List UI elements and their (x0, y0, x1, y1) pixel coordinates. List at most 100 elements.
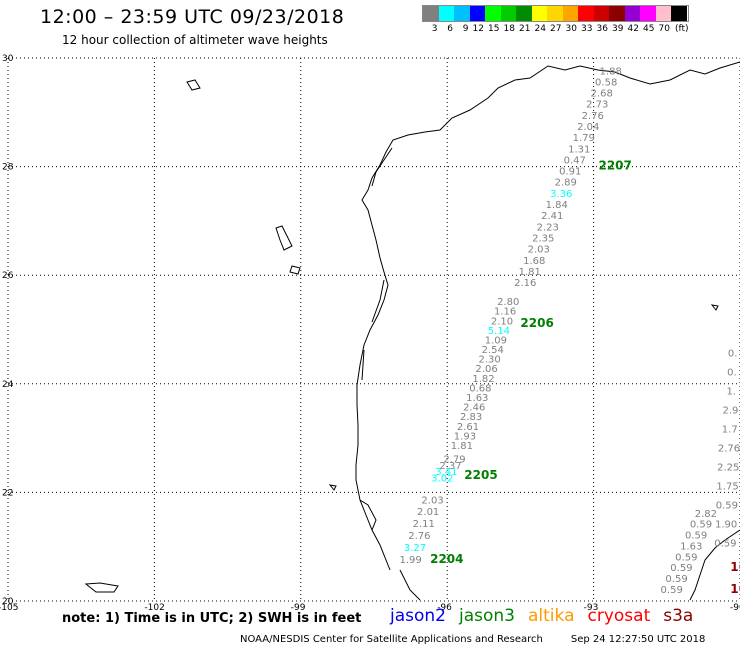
swh-value: 1.68 (523, 256, 545, 267)
scale-swatch (485, 6, 501, 21)
scale-label: 39 (612, 24, 624, 34)
scale-label: 70 (658, 24, 670, 34)
swh-value: 2.25 (717, 463, 739, 474)
lake-1 (186, 79, 201, 91)
swh-value: 0.59 (675, 552, 697, 563)
lon-label: -96 (437, 603, 452, 613)
scale-swatch (578, 6, 594, 21)
satellite-legend: jason2 jason3 altika cryosat s3a (390, 606, 693, 626)
swh-value: 3.36 (550, 189, 572, 200)
swh-value: 2.06 (475, 364, 497, 375)
swh-value: 2.37 (439, 461, 461, 472)
swh-value: 2.80 (497, 297, 519, 308)
swh-value: 2.41 (541, 211, 563, 222)
swh-value: 1.79 (573, 133, 595, 144)
lake-5 (710, 304, 719, 311)
lat-label: 28 (2, 163, 14, 173)
swh-value: 2.73 (586, 100, 608, 111)
satellite-jason2: jason2 (390, 606, 446, 626)
scale-swatch (531, 6, 547, 21)
swh-value: 1.63 (680, 541, 702, 552)
swh-value: 2.46 (463, 403, 485, 414)
swh-value: 2.61 (457, 422, 479, 433)
scale-swatch (655, 6, 671, 21)
scale-label: 15 (488, 24, 500, 34)
scale-label: 30 (565, 24, 577, 34)
pass-label: 2204 (430, 552, 463, 566)
swh-value: 2.23 (537, 222, 559, 233)
swh-value: 2.01 (417, 507, 439, 518)
swh-value: 0. (728, 349, 738, 360)
swh-value: 1.82 (472, 374, 494, 385)
swh-value: 2.68 (591, 89, 613, 100)
note-text: note: 1) Time is in UTC; 2) SWH is in fe… (62, 611, 362, 626)
scale-label: 36 (596, 24, 608, 34)
scale-label: 45 (643, 24, 655, 34)
timestamp: Sep 24 12:27:50 UTC 2018 (570, 634, 706, 645)
axis-labels: 30 28 26 24 22 20-105 -102 -99 -96 -93 -90 (0, 54, 740, 613)
texas-louisiana-coast (355, 61, 740, 571)
swh-value: 3.02 (431, 474, 453, 485)
swh-value: 2.30 (479, 355, 501, 366)
scale-unit: (ft) (674, 24, 689, 34)
lake-2 (275, 225, 293, 251)
scale-swatch (500, 6, 516, 21)
swh-value: 0.91 (559, 167, 581, 178)
lat-label: 22 (2, 488, 13, 498)
laguna-madre-coast (359, 499, 421, 601)
swh-value: 2.79 (443, 455, 465, 466)
swh-value: 0.59 (670, 563, 692, 574)
swh-value: 2.03 (528, 245, 550, 256)
scale-label: 18 (503, 24, 515, 34)
lat-label: 20 (2, 597, 14, 607)
pass-label: 16 (730, 582, 740, 596)
swh-value: 0.59 (714, 539, 736, 550)
swh-value: 3.41 (435, 467, 457, 478)
scale-swatch (624, 6, 640, 21)
swh-value: 2.83 (460, 412, 482, 423)
lon-label: -93 (584, 603, 599, 613)
swh-value: 2.04 (577, 122, 599, 133)
swh-value: 2.11 (413, 519, 435, 530)
scale-swatch (438, 6, 454, 21)
swh-value: 0.59 (716, 501, 738, 512)
satellite-s3a: s3a (663, 606, 694, 626)
swh-value: 2.76 (408, 531, 430, 542)
swh-value: 1.09 (485, 335, 507, 346)
scale-label: 21 (519, 24, 531, 34)
wave-height-scale: 3 6 9 12 15 18 21 24 27 30 33 36 39 42 45 70 (ft) (422, 5, 689, 34)
swh-value: 2.35 (532, 233, 554, 244)
swh-value: 2.9 (723, 406, 739, 417)
swh-value: 0.47 (564, 155, 586, 166)
swh-value: 2.82 (695, 509, 717, 520)
satellite-cryosat: cryosat (587, 606, 651, 626)
satellite-jason3: jason3 (459, 606, 515, 626)
scale-swatch (671, 6, 687, 21)
lake-3 (289, 265, 301, 275)
scale-labels: 3 6 9 12 15 18 21 24 27 30 33 36 39 42 45 70 (ft) (422, 24, 689, 34)
swh-value: 3.27 (404, 543, 426, 554)
pass-label: 2207 (598, 158, 631, 172)
swh-value: 2.16 (514, 278, 536, 289)
swh-value: 1.81 (451, 441, 473, 452)
swh-value: 0.59 (685, 531, 707, 542)
scale-swatches (422, 5, 689, 22)
swh-value: 2.76 (718, 444, 740, 455)
altimeter-tracks: 1.880.582.682.732.762.041.791.310.470.91… (399, 66, 740, 596)
scale-swatch (454, 6, 470, 21)
swh-value: 2.03 (421, 495, 443, 506)
swh-value: 0.59 (690, 520, 712, 531)
pass-label: 2206 (520, 316, 553, 330)
inland-lakes (84, 79, 719, 593)
pass-label: 16 (730, 560, 740, 574)
scale-swatch (547, 6, 563, 21)
swh-value: 1.93 (454, 431, 476, 442)
swh-value: 2.76 (582, 111, 604, 122)
swh-value: 1.31 (568, 144, 590, 155)
swh-value: 1.81 (519, 267, 541, 278)
scale-label: 12 (472, 24, 484, 34)
scale-swatch (423, 6, 439, 21)
swh-value: 2.10 (491, 316, 513, 327)
subtitle: 12 hour collection of altimeter wave hei… (62, 33, 328, 47)
lat-label: 26 (2, 271, 14, 281)
